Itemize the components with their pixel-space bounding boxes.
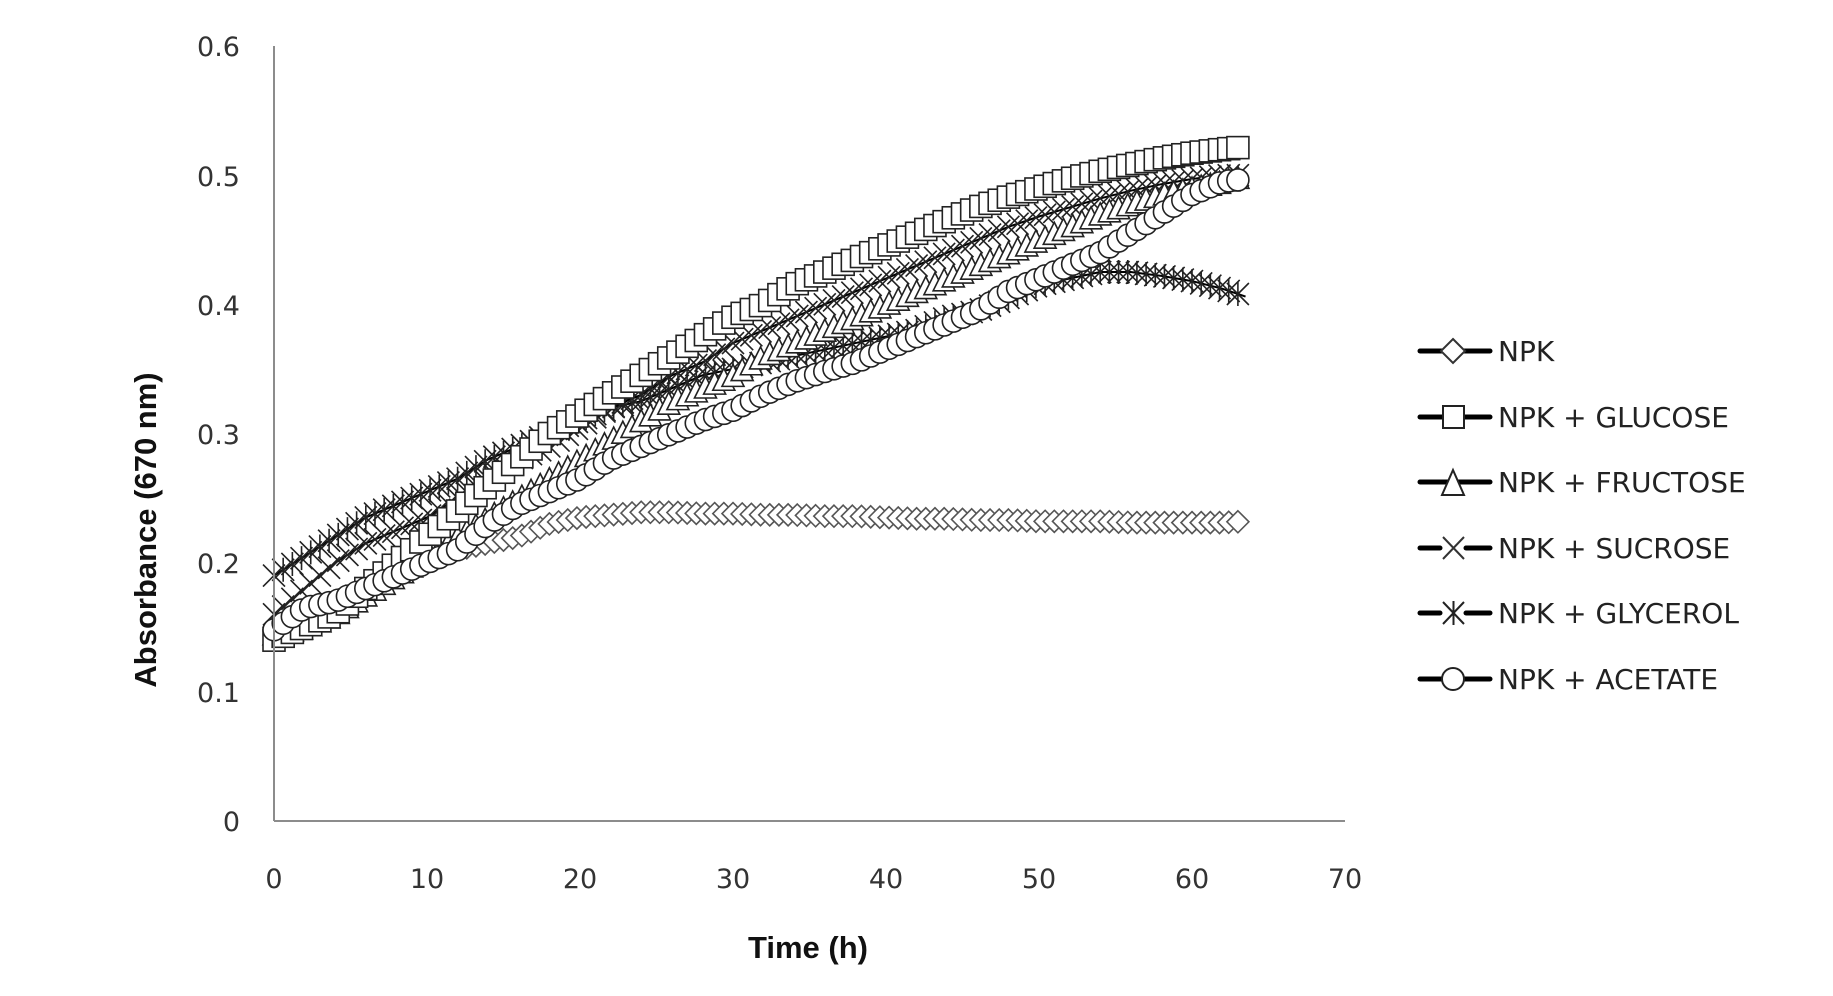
asterisk-icon <box>1442 601 1465 625</box>
legend-label: NPK + SUCROSE <box>1498 532 1730 565</box>
x-tick-labels: 0 10 20 30 40 50 60 70 <box>265 864 1362 895</box>
plot-area <box>261 135 1251 652</box>
x-axis-title: Time (h) <box>748 930 868 965</box>
circle-icon <box>1441 667 1465 691</box>
y-tick-labels: 0 0.1 0.2 0.3 0.4 0.5 0.6 <box>197 32 240 838</box>
y-tick-label: 0.5 <box>197 162 240 193</box>
square-icon <box>1442 405 1465 429</box>
y-tick-label: 0.4 <box>197 291 240 322</box>
x-tick-label: 60 <box>1175 864 1209 895</box>
y-tick-label: 0.3 <box>197 420 240 451</box>
legend-label: NPK + FRUCTOSE <box>1498 466 1746 499</box>
y-tick-label: 0.2 <box>197 549 240 580</box>
x-tick-label: 20 <box>563 864 597 895</box>
x-tick-label: 0 <box>265 864 282 895</box>
y-tick-label: 0.6 <box>197 32 240 63</box>
legend-item-npk: NPK <box>1417 335 1555 368</box>
x-tick-label: 30 <box>716 864 750 895</box>
x-icon <box>1442 536 1465 560</box>
legend-label: NPK <box>1498 335 1555 368</box>
x-tick-label: 10 <box>410 864 444 895</box>
legend-label: NPK + ACETATE <box>1498 663 1718 696</box>
legend-item-acetate: NPK + ACETATE <box>1417 663 1718 696</box>
x-tick-label: 40 <box>869 864 903 895</box>
y-tick-label: 0 <box>223 807 240 838</box>
triangle-icon <box>1440 467 1466 496</box>
legend-item-fructose: NPK + FRUCTOSE <box>1417 466 1746 499</box>
legend-item-glycerol: NPK + GLYCEROL <box>1417 597 1739 630</box>
x-tick-label: 70 <box>1328 864 1362 895</box>
legend-label: NPK + GLYCEROL <box>1498 597 1739 630</box>
legend: NPK NPK + GLUCOSE NPK + FRUCTOSE NPK + S… <box>1417 335 1746 696</box>
series-npk-glucose <box>262 135 1250 652</box>
y-axis-title: Absorbance (670 nm) <box>128 372 163 687</box>
y-tick-label: 0.1 <box>197 678 240 709</box>
x-tick-label: 50 <box>1022 864 1056 895</box>
legend-label: NPK + GLUCOSE <box>1498 401 1729 434</box>
legend-item-sucrose: NPK + SUCROSE <box>1417 532 1730 565</box>
series-npk-acetate <box>262 168 1250 642</box>
legend-item-glucose: NPK + GLUCOSE <box>1417 401 1729 434</box>
diamond-icon <box>1439 337 1467 365</box>
